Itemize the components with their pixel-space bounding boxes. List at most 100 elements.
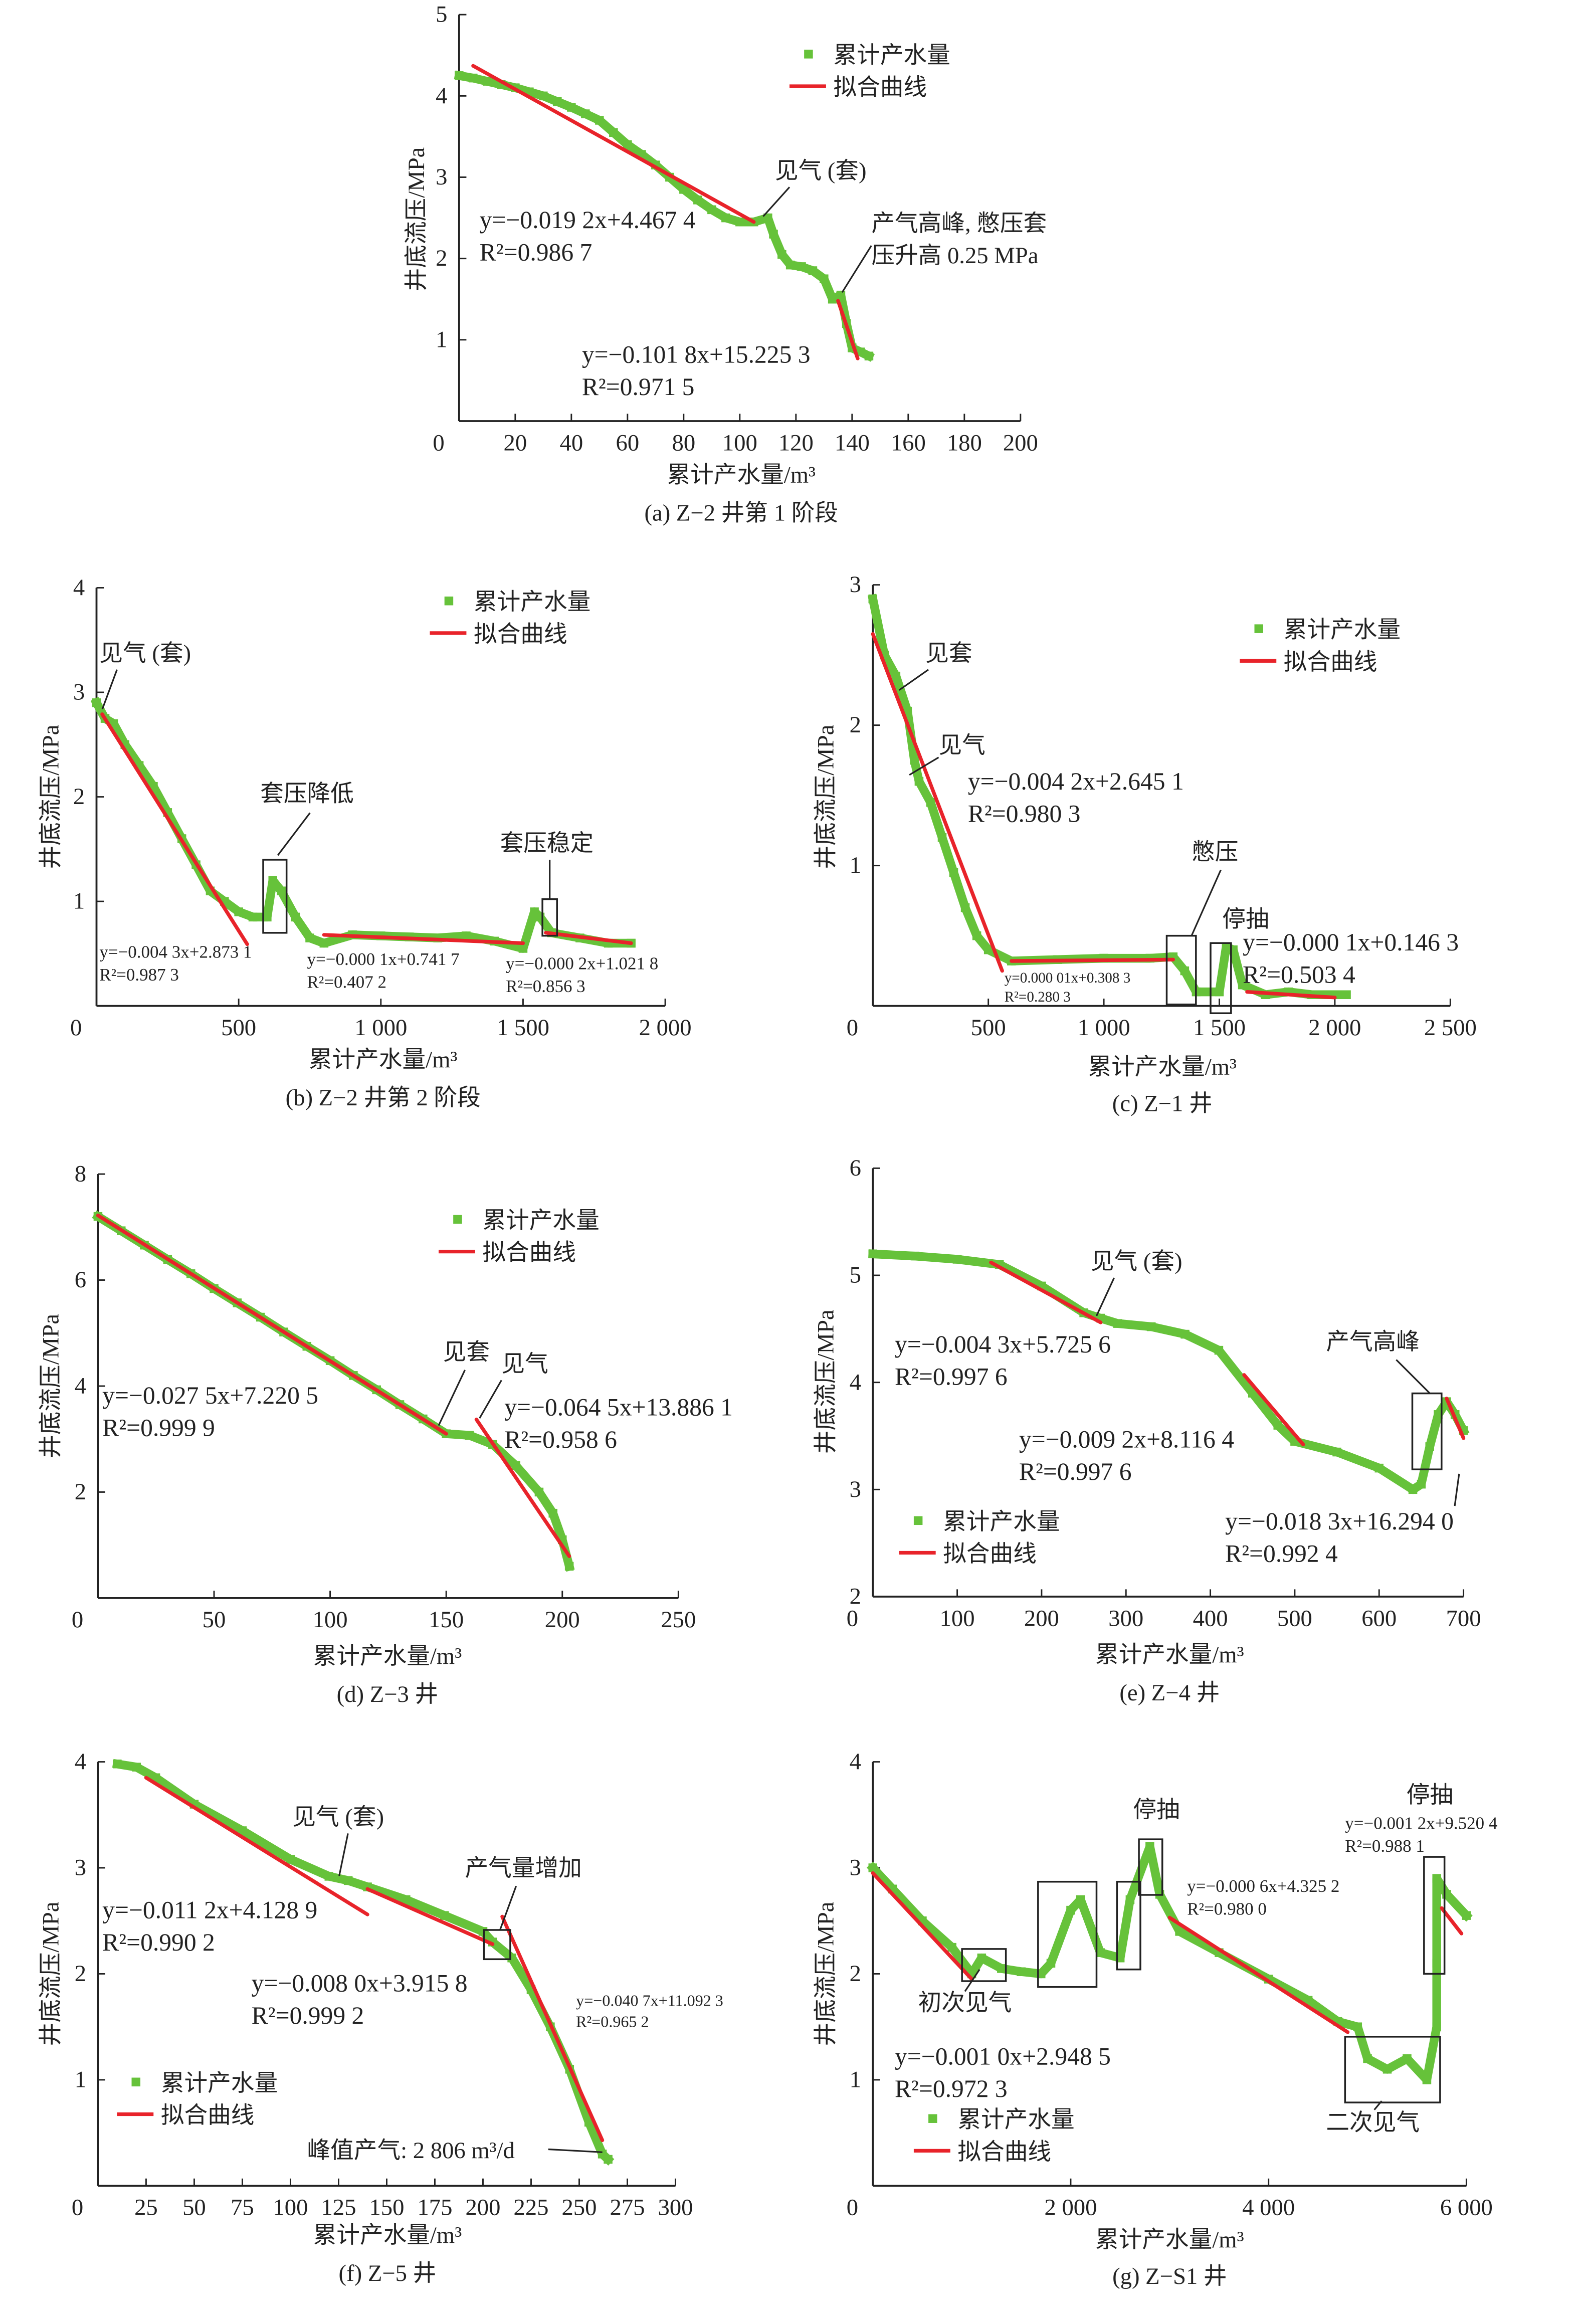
annotation-leader (909, 756, 939, 776)
y-tick-label: 4 (75, 1749, 86, 1775)
y-tick-label: 5 (436, 2, 447, 28)
data-point (947, 1943, 956, 1952)
fit-equation: y=−0.000 1x+0.741 7 (307, 949, 460, 969)
x-tick-label: 0 (70, 1015, 82, 1041)
data-point (1353, 2022, 1362, 2031)
y-axis-label: 井底流压/MPa (38, 1314, 64, 1458)
annotation-text: 见气 (套) (99, 640, 191, 666)
y-tick-label: 8 (75, 1161, 86, 1187)
data-point (828, 294, 837, 304)
y-tick-label: 6 (850, 1155, 861, 1181)
annotation-text: 产气量增加 (465, 1855, 582, 1881)
data-point (1215, 987, 1224, 997)
data-point (469, 73, 478, 83)
fit-r-squared: R²=0.503 4 (1243, 960, 1355, 988)
y-axis-label: 井底流压/MPa (813, 1901, 839, 2046)
data-point (539, 91, 548, 101)
fit-line (471, 64, 756, 224)
x-tick-label: 225 (513, 2195, 548, 2221)
x-tick-label: 175 (417, 2195, 452, 2221)
y-tick-label: 6 (75, 1267, 86, 1293)
annotation-text: 套压稳定 (500, 830, 594, 856)
fit-line (871, 1871, 974, 1981)
data-point (1175, 1927, 1184, 1936)
data-point (836, 290, 846, 300)
data-point (707, 205, 716, 215)
chart-panel-a: 0 20 40 60 80 100 120 140 160 180 200 1 2 3 4 5 累计产水量/m³… (404, 2, 1047, 526)
data-point (1422, 2075, 1432, 2084)
data-point (238, 1826, 247, 1835)
fit-r-squared: R²=0.965 2 (576, 2012, 649, 2030)
y-tick-label: 5 (850, 1262, 861, 1288)
fit-line (1245, 990, 1337, 1000)
annotation-text: 初次见气 (918, 1990, 1012, 2016)
x-tick-label: 50 (203, 1607, 226, 1633)
x-tick-label: 100 (940, 1605, 975, 1631)
data-point (291, 912, 300, 922)
annotation-leader (548, 2148, 603, 2153)
y-axis-label: 井底流压/MPa (38, 1901, 64, 2046)
x-tick-label: 60 (616, 430, 640, 456)
annotation-text: 压升高 0.25 MPa (871, 243, 1038, 269)
legend-marker-icon (1254, 624, 1263, 633)
highlight-box (1165, 934, 1197, 1006)
data-point (910, 1251, 920, 1261)
highlight-box (483, 1929, 511, 1961)
data-point (319, 938, 329, 948)
highlight-box (1411, 1392, 1443, 1470)
fit-r-squared: R²=0.992 4 (1225, 1539, 1338, 1567)
data-point (1180, 966, 1190, 976)
x-tick-label: 4 000 (1242, 2195, 1295, 2221)
legend-label-scatter: 累计产水量 (833, 42, 950, 68)
y-tick-label: 3 (73, 679, 85, 705)
data-point (735, 217, 744, 227)
fit-line (871, 632, 1004, 973)
y-tick-label: 2 (850, 712, 861, 738)
fit-line (989, 1260, 1103, 1324)
data-point (1180, 1329, 1190, 1339)
data-point (864, 351, 874, 361)
annotation-text: 见套 (925, 640, 972, 666)
fit-line (144, 1776, 369, 1916)
y-tick-label: 3 (436, 164, 447, 190)
chart-panel-d: 0 50 100 150 200 250 2 4 6 8 累计产水量/m³ (d) Z−3 井 井底流压… (38, 1161, 733, 1707)
fit-r-squared: R²=0.990 2 (102, 1928, 215, 1956)
annotation-text: 见气 (501, 1351, 548, 1377)
highlight-box (262, 859, 288, 934)
data-point (595, 116, 604, 125)
legend-label-fit: 拟合曲线 (474, 621, 567, 647)
data-point (1238, 980, 1247, 990)
data-point (132, 1763, 141, 1772)
x-tick-label: 180 (947, 430, 982, 456)
data-point (609, 128, 618, 137)
annotation-leader (438, 1370, 466, 1426)
y-tick-label: 4 (73, 574, 85, 601)
x-axis-label: 累计产水量/m³ (1095, 1642, 1244, 1668)
legend-marker-icon (453, 1215, 462, 1224)
fit-line (1242, 1373, 1305, 1447)
legend-label-scatter: 累计产水量 (1284, 617, 1401, 643)
highlight-box (1138, 1838, 1163, 1896)
highlight-box (1116, 1880, 1141, 1971)
annotation-text: 套压降低 (260, 781, 354, 807)
fit-equation: y=−0.040 7x+11.092 3 (576, 1992, 723, 2010)
annotation-leader (964, 1969, 980, 1992)
data-point (151, 1773, 160, 1783)
legend-label-fit: 拟合曲线 (483, 1240, 576, 1266)
x-tick-label: 300 (658, 2195, 693, 2221)
data-point (960, 903, 970, 912)
chart-panel-e: 0 100 200 300 400 500 600 700 2 3 4 5 6 累计产水量/m³ (e) Z… (813, 1155, 1481, 1706)
data-point (952, 1255, 962, 1264)
x-tick-label: 0 (847, 1015, 858, 1041)
data-point (785, 260, 795, 270)
fit-line (322, 933, 525, 945)
x-tick-label: 1 000 (354, 1015, 407, 1041)
fit-line (96, 1213, 448, 1436)
fit-equation: y=−0.000 2x+1.021 8 (506, 954, 658, 974)
highlight-box (1423, 1856, 1446, 1975)
annotation-text: 停抽 (1133, 1797, 1179, 1823)
y-tick-label: 3 (850, 571, 861, 598)
